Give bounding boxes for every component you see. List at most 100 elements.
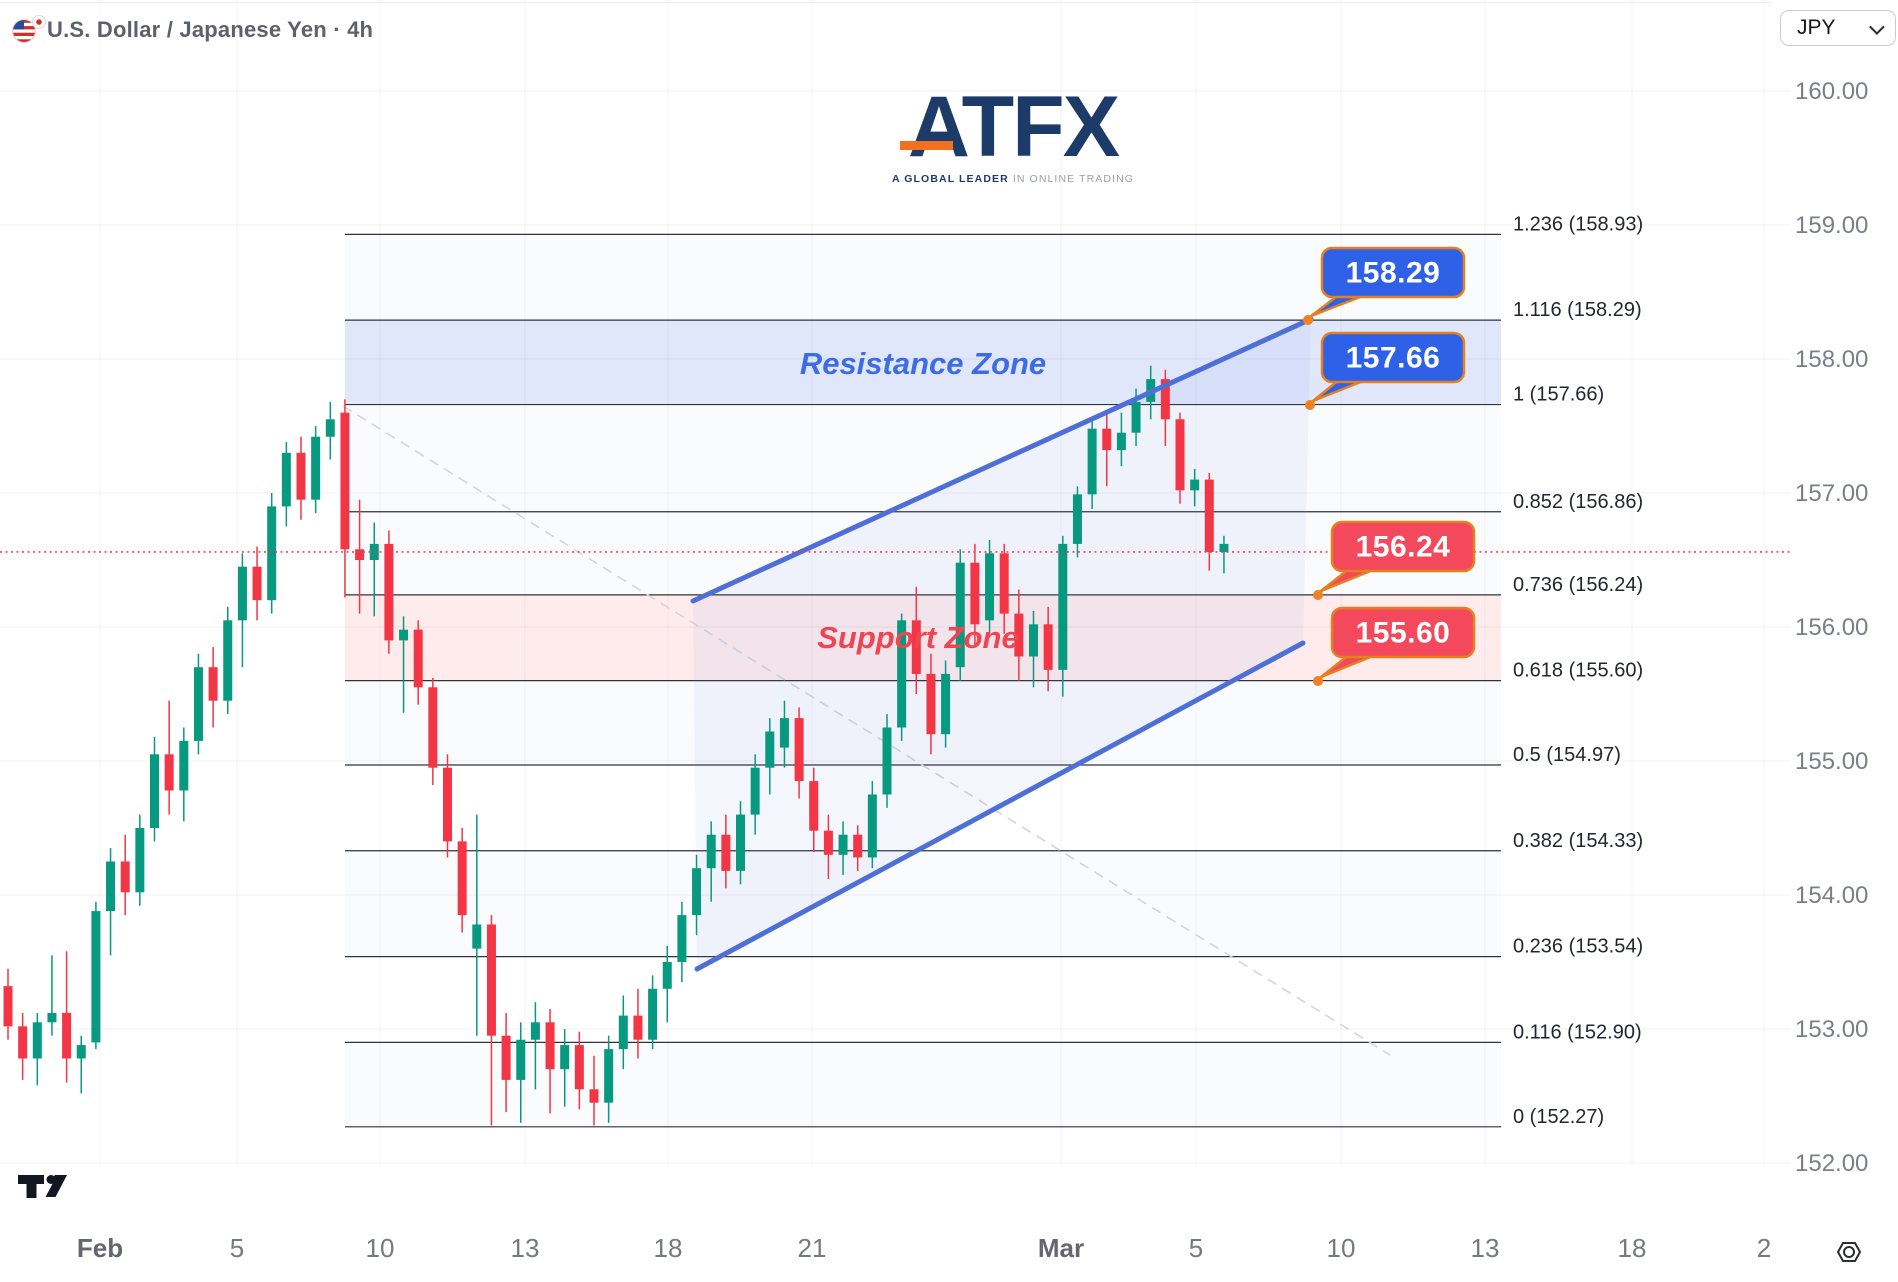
candle-body-up (516, 1039, 526, 1080)
price-callout-value: 157.66 (1346, 342, 1441, 375)
candle-body-down (18, 1026, 28, 1059)
price-axis-label: 153.00 (1795, 1016, 1868, 1043)
candle-body-up (779, 718, 789, 748)
time-axis-label: 5 (1189, 1233, 1203, 1263)
candle-body-up (76, 1045, 86, 1059)
price-callout-box[interactable] (1330, 606, 1476, 659)
callout-anchor-dot[interactable] (1305, 400, 1315, 410)
candle-body-up (281, 452, 291, 507)
candle-body-down (1043, 624, 1053, 670)
atfx-logo-tagline: A GLOBAL LEADER IN ONLINE TRADING (891, 173, 1135, 185)
fib-level-label: 1.116 (158.29) (1513, 299, 1642, 321)
time-axis-label: 2 (1757, 1233, 1771, 1263)
candle-body-up (941, 673, 951, 735)
candle-body-down (443, 767, 452, 842)
candle-body-up (267, 506, 277, 601)
candle-body-up (1058, 543, 1068, 670)
callout-anchor-dot[interactable] (1313, 676, 1323, 686)
candle-body-up (237, 566, 247, 621)
candle-body-down (1102, 428, 1112, 451)
fib-level-label: 0 (152.27) (1513, 1106, 1604, 1128)
price-axis-label: 158.00 (1795, 346, 1868, 373)
candle-body-up (1190, 479, 1200, 491)
candle-body-up (1116, 432, 1126, 451)
candle-body-down (1160, 379, 1170, 420)
time-axis-label: 5 (230, 1233, 244, 1263)
candle-body-up (604, 1049, 614, 1103)
candle-body-up (867, 794, 877, 858)
price-callout-value: 156.24 (1356, 531, 1451, 564)
price-axis-label: 154.00 (1795, 882, 1868, 909)
candle-body-up (706, 834, 716, 869)
zone-band (345, 594, 1501, 681)
tradingview-logo-icon[interactable] (16, 1172, 70, 1202)
candle-body-down (296, 452, 306, 500)
candle-body-up (750, 767, 760, 815)
atfx-logo-letters: ATFX (907, 79, 1120, 175)
atfx-logo-accent-bar (900, 141, 953, 150)
candle-body-down (355, 549, 365, 560)
candle-body-up (150, 754, 159, 828)
header-divider (0, 2, 1772, 3)
callout-anchor-dot[interactable] (1303, 315, 1313, 325)
fib-level-label: 0.736 (156.24) (1513, 574, 1643, 596)
currency-select[interactable]: JPY (1780, 10, 1896, 46)
candle-body-down (208, 667, 218, 701)
atfx-logo: ATFX A GLOBAL LEADER IN ONLINE TRADING (878, 79, 1148, 185)
candle-body-down (501, 1035, 511, 1080)
candle-body-down (1014, 613, 1024, 657)
price-axis-label: 160.00 (1795, 78, 1868, 105)
price-axis-label: 157.00 (1795, 480, 1868, 507)
candle-body-down (574, 1045, 584, 1090)
fib-level-label: 0.382 (154.33) (1513, 830, 1643, 852)
channel-fill (693, 319, 1311, 969)
price-callout-box[interactable] (1330, 520, 1476, 573)
time-axis-label: 21 (798, 1233, 827, 1263)
price-callout-box[interactable] (1320, 246, 1466, 299)
candle-body-up (955, 562, 965, 668)
dashed-trendline[interactable] (342, 405, 1391, 1056)
candle-body-down (794, 718, 804, 782)
fib-level-label: 0.852 (156.86) (1513, 491, 1643, 513)
candle-body-down (384, 543, 394, 641)
usdjpy-flag-icon (12, 15, 46, 43)
candle-body-up (47, 1012, 57, 1023)
candle-body-up (882, 727, 892, 795)
candle-body-down (62, 1012, 72, 1059)
candle-body-down (633, 1015, 643, 1040)
candle-body-down (413, 629, 423, 688)
currency-select-value: JPY (1797, 16, 1836, 39)
candle-body-up (91, 911, 101, 1043)
candle-body-down (853, 834, 863, 858)
candle-body-up (1087, 428, 1097, 495)
fib-level-label: 1.236 (158.93) (1513, 213, 1643, 235)
callout-anchor-dot[interactable] (1313, 590, 1323, 600)
candle-body-up (135, 828, 145, 893)
fib-level-label: 0.116 (152.90) (1513, 1021, 1642, 1043)
candle-body-down (911, 620, 921, 674)
time-axis-label: 13 (511, 1233, 540, 1263)
candle-body-down (252, 566, 262, 601)
candle-body-down (926, 673, 936, 735)
time-axis-label: 13 (1471, 1233, 1500, 1263)
candle-body-up (32, 1022, 42, 1059)
candle-body-up (618, 1015, 628, 1050)
time-axis-label: Feb (77, 1233, 123, 1263)
candle-body-up (1219, 543, 1229, 552)
candle-body-up (985, 553, 995, 621)
symbol-title: U.S. Dollar / Japanese Yen · 4h (47, 17, 374, 42)
channel-upper-trendline[interactable] (690, 316, 1314, 604)
zone-label: Resistance Zone (800, 346, 1046, 381)
fib-level-label: 0.618 (155.60) (1513, 660, 1643, 682)
candle-body-up (472, 924, 482, 949)
gear-icon[interactable] (1834, 1238, 1864, 1266)
candle-body-up (530, 1022, 540, 1040)
candle-body-up (692, 868, 702, 916)
candle-body-up (1131, 401, 1141, 433)
price-callout-value: 158.29 (1346, 257, 1441, 290)
candle-body-up (1029, 624, 1038, 657)
price-callout-box[interactable] (1320, 331, 1466, 384)
candle-body-down (999, 553, 1009, 614)
channel-lower-trendline[interactable] (694, 640, 1306, 972)
